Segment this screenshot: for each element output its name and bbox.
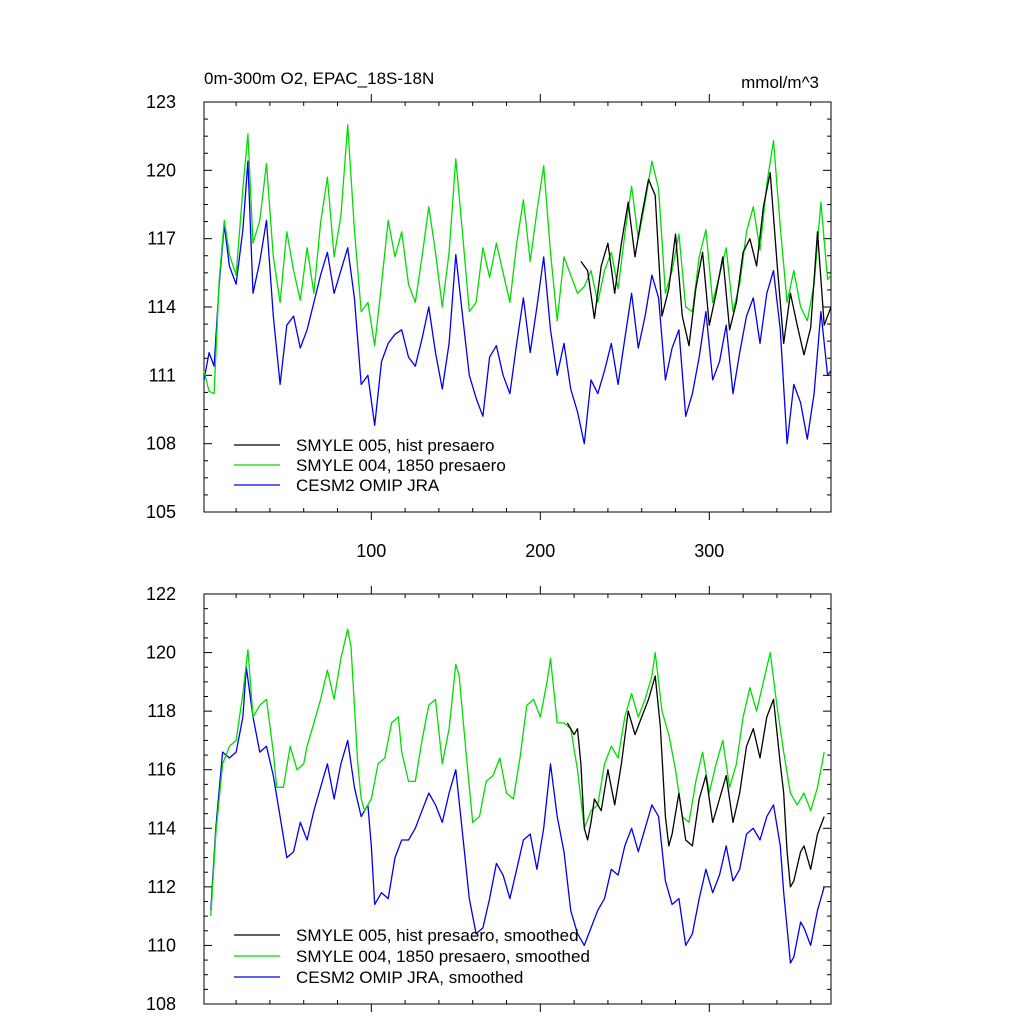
y-tick-label: 122 — [146, 584, 176, 604]
top-units-label: mmol/m^3 — [741, 73, 819, 92]
legend-label: CESM2 OMIP JRA, smoothed — [296, 968, 523, 987]
series-line — [566, 675, 825, 888]
x-tick-label: 200 — [525, 541, 555, 561]
top-panel: 0m-300m O2, EPAC_18S-18N mmol/m^3 105 108… — [146, 69, 832, 561]
y-tick-label: 123 — [146, 92, 176, 112]
series-line — [203, 160, 832, 445]
bottom-ticks: 108 110 112 114 116 118 120 122 — [146, 584, 831, 1014]
legend-label: CESM2 OMIP JRA — [296, 476, 440, 495]
legend-label: SMYLE 004, 1850 presaero, smoothed — [296, 947, 590, 966]
bottom-panel: 108 110 112 114 116 118 120 122 SMYLE 005, hist… — [146, 584, 832, 1014]
top-ticks: 105 108 111 114 117 120 123 100 200 300 — [146, 92, 831, 561]
series-line — [580, 171, 832, 356]
y-tick-label: 114 — [147, 818, 176, 838]
series-line — [210, 628, 825, 917]
y-tick-label: 112 — [147, 877, 176, 897]
series-line — [203, 124, 832, 395]
y-tick-label: 110 — [147, 935, 176, 955]
top-chart-title: 0m-300m O2, EPAC_18S-18N — [204, 69, 434, 88]
y-tick-label: 108 — [146, 994, 176, 1014]
y-tick-label: 117 — [147, 229, 176, 249]
top-series-group — [203, 124, 832, 445]
x-tick-label: 300 — [694, 541, 724, 561]
y-tick-label: 116 — [147, 760, 176, 780]
series-line — [210, 666, 825, 964]
x-tick-label: 100 — [356, 541, 386, 561]
y-tick-label: 105 — [146, 502, 176, 522]
legend-label: SMYLE 005, hist presaero — [296, 436, 494, 455]
y-tick-label: 120 — [146, 643, 176, 663]
y-tick-label: 111 — [149, 365, 176, 385]
legend-label: SMYLE 004, 1850 presaero — [296, 456, 506, 475]
y-tick-label: 118 — [147, 701, 176, 721]
bottom-series-group — [210, 628, 825, 964]
y-tick-label: 120 — [146, 160, 176, 180]
legend-label: SMYLE 005, hist presaero, smoothed — [296, 926, 579, 945]
bottom-legend: SMYLE 005, hist presaero, smoothed SMYLE … — [234, 926, 590, 987]
y-tick-label: 108 — [146, 434, 176, 454]
y-tick-label: 114 — [147, 297, 176, 317]
